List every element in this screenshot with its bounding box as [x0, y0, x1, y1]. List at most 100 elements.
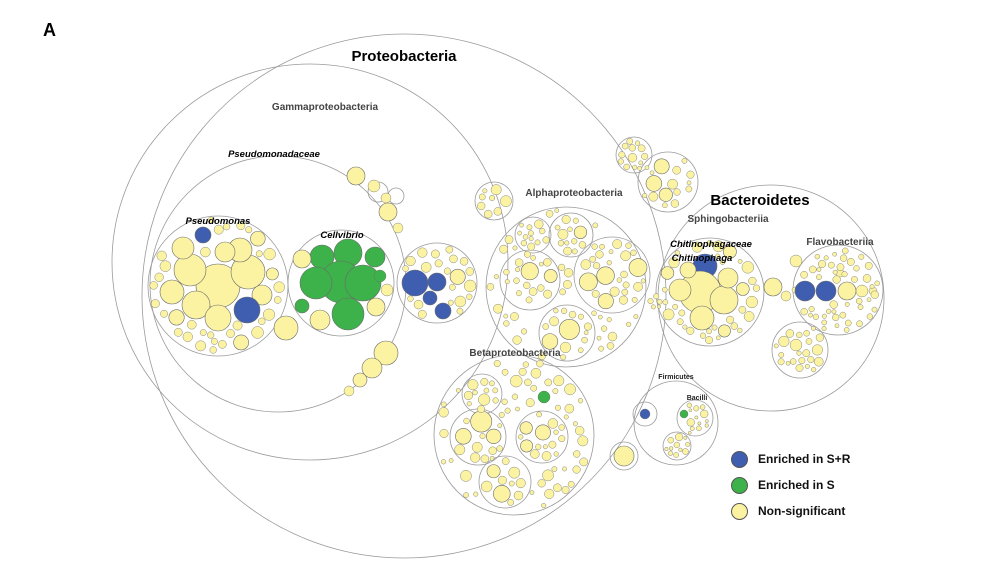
legend-label-enriched-sr: Enriched in S+R — [758, 452, 851, 466]
taxon-bubble — [547, 418, 559, 429]
enriched-sr-bubble — [639, 408, 651, 420]
taxon-bubble — [685, 185, 693, 193]
taxon-bubble — [510, 374, 523, 388]
taxon-bubble — [686, 180, 692, 186]
taxon-bubble — [805, 338, 813, 345]
taxon-bubble — [250, 230, 266, 247]
label-cellvibrio: Cellvibrio — [320, 230, 363, 241]
taxon-bubble — [866, 313, 873, 320]
legend-item-enriched-sr: Enriched in S+R — [731, 446, 871, 472]
taxon-bubble — [831, 309, 837, 315]
taxon-bubble — [736, 282, 750, 296]
taxon-bubble — [796, 350, 802, 356]
label-betaproteobacteria: Betaproteobacteria — [469, 348, 561, 359]
taxon-bubble — [542, 469, 554, 482]
taxon-bubble — [553, 308, 559, 314]
group-outline — [474, 181, 514, 221]
taxon-bubble — [492, 397, 499, 404]
taxon-bubble — [627, 153, 638, 163]
taxon-bubble — [609, 286, 620, 297]
taxon-bubble — [675, 432, 684, 442]
taxon-bubble — [223, 223, 231, 231]
taxon-bubble — [373, 340, 399, 366]
taxon-bubble — [473, 491, 479, 497]
taxon-bubble — [685, 441, 691, 447]
taxon-bubble — [745, 295, 758, 308]
taxon-bubble — [637, 165, 643, 171]
taxon-bubble — [503, 269, 510, 276]
taxon-bubble — [463, 390, 473, 400]
taxon-bubble — [501, 368, 509, 376]
taxon-bubble — [618, 151, 626, 159]
gammaproteobacteria-outline — [111, 63, 509, 461]
taxon-bubble — [596, 266, 615, 285]
taxon-bubble — [809, 265, 817, 274]
taxon-bubble — [497, 423, 502, 428]
taxon-bubble — [553, 451, 559, 457]
taxon-bubble — [647, 298, 654, 305]
taxon-bubble — [821, 326, 827, 332]
taxon-bubble — [459, 257, 469, 266]
enriched-s-bubble — [344, 264, 382, 302]
taxon-bubble — [637, 144, 646, 153]
taxon-bubble — [343, 385, 355, 397]
taxon-bubble — [834, 323, 840, 328]
taxon-bubble — [524, 250, 531, 258]
taxon-bubble — [541, 333, 559, 350]
taxon-bubble — [578, 347, 584, 353]
taxon-bubble — [529, 490, 535, 495]
taxon-bubble — [516, 290, 522, 297]
taxon-bubble — [667, 178, 678, 190]
taxon-bubble — [715, 253, 720, 259]
taxon-bubble — [836, 263, 845, 271]
taxon-bubble — [832, 275, 841, 284]
taxon-bubble — [572, 421, 578, 427]
taxon-bubble — [449, 254, 458, 264]
taxon-bubble — [669, 446, 674, 451]
taxon-bubble — [346, 166, 366, 186]
group-outline — [676, 399, 714, 437]
taxon-bubble — [579, 272, 598, 292]
taxon-bubble — [851, 276, 858, 283]
taxon-bubble — [510, 312, 519, 321]
taxon-bubble — [493, 274, 499, 280]
taxon-bubble — [467, 379, 479, 391]
taxon-bubble — [686, 402, 692, 408]
taxon-bubble — [534, 239, 541, 246]
taxon-bubble — [844, 301, 850, 307]
taxon-bubble — [515, 267, 521, 273]
taxon-bubble — [579, 457, 589, 467]
taxon-bubble — [251, 326, 264, 339]
taxon-bubble — [492, 387, 499, 394]
legend: Enriched in S+R Enriched in S Non-signif… — [731, 446, 871, 524]
taxon-bubble — [528, 236, 534, 242]
taxon-bubble — [567, 226, 573, 232]
taxon-bubble — [689, 426, 695, 431]
taxon-bubble — [515, 406, 520, 412]
taxon-bubble — [497, 475, 507, 485]
taxon-bubble — [558, 318, 580, 340]
taxon-bubble — [626, 321, 632, 327]
enriched-sr-bubble — [427, 272, 447, 292]
taxon-bubble — [743, 311, 755, 322]
taxon-bubble — [705, 336, 713, 344]
taxon-bubble — [673, 188, 681, 196]
taxon-bubble — [366, 297, 386, 317]
taxon-bubble — [706, 328, 712, 335]
taxon-bubble — [407, 295, 414, 302]
group-outline — [478, 455, 532, 509]
taxon-bubble — [737, 259, 743, 264]
taxon-bubble — [513, 277, 520, 284]
taxon-bubble — [563, 268, 574, 278]
taxon-bubble — [841, 271, 848, 278]
taxon-bubble — [678, 447, 683, 452]
legend-item-non-significant: Non-significant — [731, 498, 871, 524]
taxon-bubble — [470, 452, 481, 463]
taxon-bubble — [811, 326, 816, 331]
taxon-bubble — [553, 429, 559, 435]
taxon-bubble — [660, 266, 675, 280]
taxon-bubble — [606, 260, 612, 266]
taxon-bubble — [591, 243, 598, 250]
taxon-bubble — [501, 457, 510, 465]
group-outline — [573, 236, 651, 314]
